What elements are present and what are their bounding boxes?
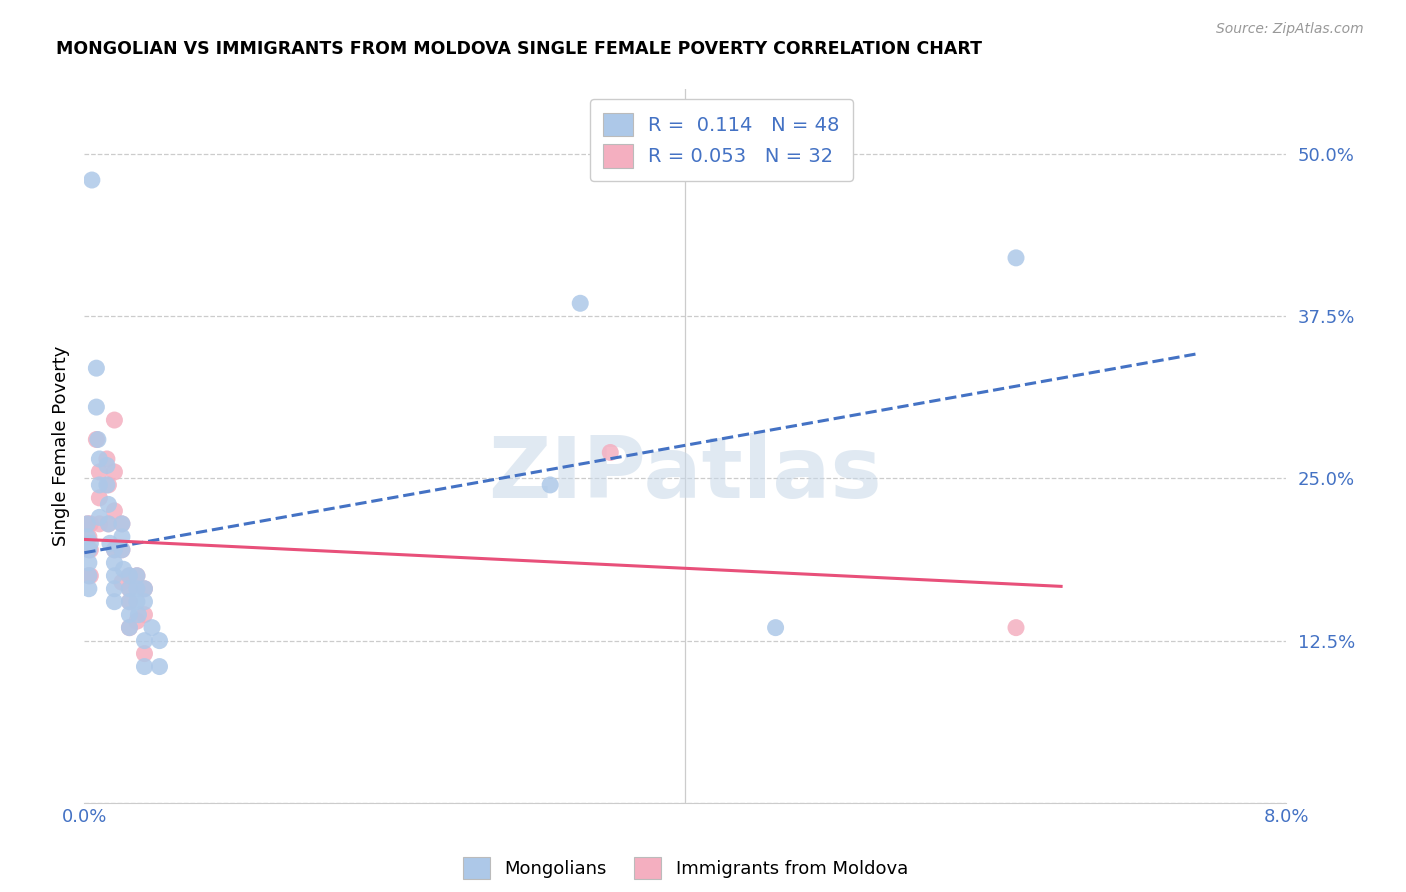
Point <box>103 413 125 427</box>
Point <box>97 516 120 531</box>
Text: ZIPatlas: ZIPatlas <box>488 433 883 516</box>
Point <box>134 633 156 648</box>
Point <box>125 568 148 582</box>
Point <box>118 621 141 635</box>
Point <box>125 614 148 628</box>
Point <box>103 568 125 582</box>
Point <box>87 433 110 447</box>
Point <box>111 516 134 531</box>
Point <box>1005 621 1028 635</box>
Point <box>96 458 118 473</box>
Point <box>118 582 141 596</box>
Point <box>118 607 141 622</box>
Point <box>141 621 163 635</box>
Point <box>79 542 101 557</box>
Point <box>89 516 111 531</box>
Point <box>569 296 592 310</box>
Point <box>103 582 125 596</box>
Point <box>77 556 100 570</box>
Y-axis label: Single Female Poverty: Single Female Poverty <box>52 346 70 546</box>
Point <box>98 536 121 550</box>
Legend: Mongolians, Immigrants from Moldova: Mongolians, Immigrants from Moldova <box>456 850 915 887</box>
Point <box>77 568 100 582</box>
Point <box>125 582 148 596</box>
Point <box>118 621 141 635</box>
Point <box>134 595 156 609</box>
Point <box>77 542 100 557</box>
Point <box>134 582 156 596</box>
Text: Source: ZipAtlas.com: Source: ZipAtlas.com <box>1216 22 1364 37</box>
Point <box>103 595 125 609</box>
Point <box>77 568 100 582</box>
Point <box>134 582 156 596</box>
Point <box>118 595 141 609</box>
Point <box>103 556 125 570</box>
Point <box>96 452 118 467</box>
Point <box>76 516 98 531</box>
Point <box>89 478 111 492</box>
Point <box>111 575 134 590</box>
Point <box>599 445 621 459</box>
Point <box>97 478 120 492</box>
Point <box>103 542 125 557</box>
Point <box>103 542 125 557</box>
Point <box>89 491 111 505</box>
Point <box>127 607 149 622</box>
Point <box>118 595 141 609</box>
Point <box>111 542 134 557</box>
Point <box>111 542 134 557</box>
Point <box>538 478 561 492</box>
Point <box>80 173 103 187</box>
Point <box>76 516 98 531</box>
Point <box>111 516 134 531</box>
Point <box>118 568 141 582</box>
Point <box>148 633 170 648</box>
Point <box>111 530 134 544</box>
Point <box>79 536 101 550</box>
Point <box>79 568 101 582</box>
Point <box>118 568 141 582</box>
Point <box>148 659 170 673</box>
Point <box>79 516 101 531</box>
Point <box>77 542 100 557</box>
Point <box>134 647 156 661</box>
Point <box>134 659 156 673</box>
Point <box>1005 251 1028 265</box>
Point <box>97 516 120 531</box>
Point <box>118 582 141 596</box>
Point <box>89 465 111 479</box>
Point <box>86 361 108 376</box>
Point <box>89 452 111 467</box>
Point <box>89 510 111 524</box>
Point <box>96 478 118 492</box>
Point <box>765 621 787 635</box>
Point <box>103 465 125 479</box>
Point <box>112 562 135 576</box>
Point <box>86 433 108 447</box>
Text: MONGOLIAN VS IMMIGRANTS FROM MOLDOVA SINGLE FEMALE POVERTY CORRELATION CHART: MONGOLIAN VS IMMIGRANTS FROM MOLDOVA SIN… <box>56 40 983 58</box>
Point <box>77 582 100 596</box>
Point <box>125 595 148 609</box>
Point <box>97 497 120 511</box>
Point <box>77 530 100 544</box>
Point <box>134 607 156 622</box>
Point <box>76 530 98 544</box>
Point <box>86 400 108 414</box>
Point <box>103 504 125 518</box>
Point <box>125 568 148 582</box>
